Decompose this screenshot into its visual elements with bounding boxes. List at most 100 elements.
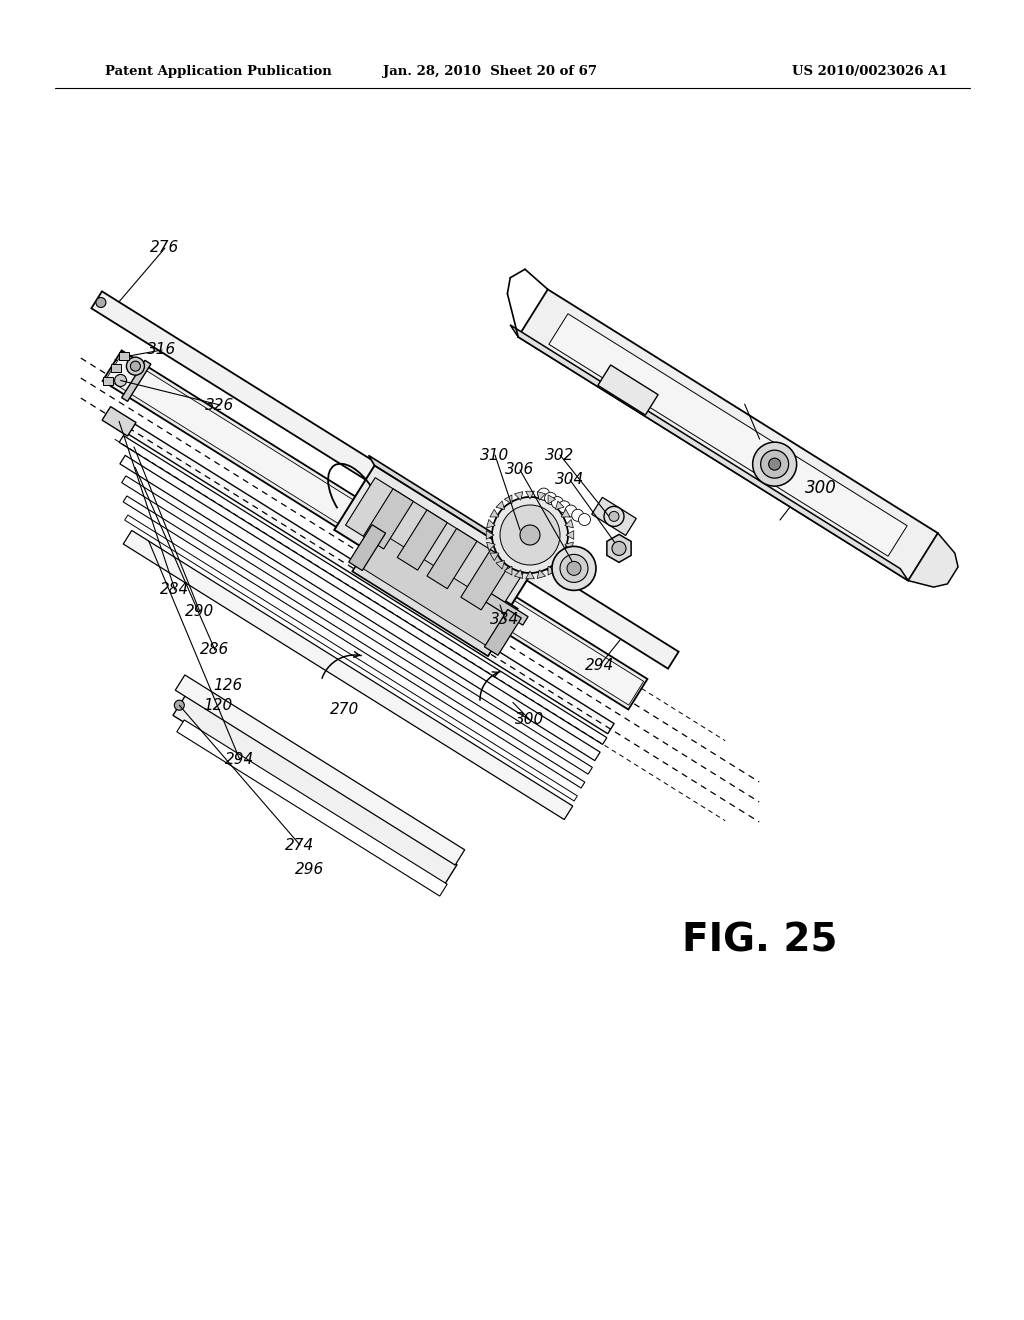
Polygon shape	[548, 495, 556, 504]
Polygon shape	[369, 455, 536, 566]
Polygon shape	[122, 477, 592, 774]
Polygon shape	[496, 561, 505, 569]
Polygon shape	[486, 531, 494, 540]
Polygon shape	[486, 543, 496, 550]
Polygon shape	[525, 491, 535, 499]
Polygon shape	[504, 566, 512, 576]
Text: 300: 300	[805, 479, 837, 498]
Text: 302: 302	[546, 447, 574, 462]
Circle shape	[560, 554, 588, 582]
Polygon shape	[486, 520, 496, 528]
Polygon shape	[472, 585, 528, 626]
Circle shape	[500, 506, 560, 565]
Polygon shape	[489, 510, 499, 517]
Circle shape	[753, 442, 797, 486]
Text: 274: 274	[286, 837, 314, 853]
Text: 270: 270	[331, 702, 359, 718]
Polygon shape	[364, 488, 414, 549]
Polygon shape	[461, 549, 511, 610]
Circle shape	[126, 358, 144, 375]
Polygon shape	[334, 466, 536, 631]
Circle shape	[567, 561, 581, 576]
Polygon shape	[555, 500, 564, 510]
Text: 120: 120	[204, 697, 232, 713]
Text: 290: 290	[185, 605, 215, 619]
Polygon shape	[352, 524, 518, 656]
Text: 286: 286	[201, 643, 229, 657]
Polygon shape	[565, 543, 573, 550]
Polygon shape	[607, 535, 631, 562]
Circle shape	[612, 541, 626, 556]
Polygon shape	[592, 498, 636, 536]
Polygon shape	[125, 515, 578, 801]
Polygon shape	[566, 531, 573, 540]
Text: 284: 284	[161, 582, 189, 598]
Text: US 2010/0023026 A1: US 2010/0023026 A1	[793, 66, 948, 78]
Circle shape	[520, 525, 540, 545]
Polygon shape	[908, 533, 958, 587]
Polygon shape	[548, 566, 556, 576]
Polygon shape	[484, 610, 521, 655]
Text: 326: 326	[206, 397, 234, 412]
Circle shape	[552, 546, 596, 590]
Polygon shape	[173, 696, 457, 884]
Polygon shape	[177, 719, 447, 896]
Polygon shape	[112, 364, 122, 372]
Circle shape	[761, 450, 788, 478]
Polygon shape	[555, 561, 564, 569]
Text: Patent Application Publication: Patent Application Publication	[105, 66, 332, 78]
Circle shape	[115, 375, 127, 387]
Polygon shape	[102, 407, 136, 436]
Polygon shape	[538, 491, 546, 500]
Text: 294: 294	[225, 752, 255, 767]
Polygon shape	[397, 510, 447, 570]
Polygon shape	[427, 528, 477, 589]
Polygon shape	[518, 289, 938, 581]
Text: 310: 310	[480, 447, 510, 462]
Polygon shape	[119, 351, 129, 359]
Polygon shape	[538, 570, 546, 578]
Polygon shape	[345, 478, 524, 618]
Polygon shape	[106, 355, 644, 705]
Polygon shape	[565, 520, 573, 528]
Text: 306: 306	[506, 462, 535, 478]
Circle shape	[130, 362, 140, 371]
Polygon shape	[561, 510, 570, 517]
Circle shape	[609, 511, 618, 521]
Polygon shape	[349, 525, 386, 570]
Polygon shape	[510, 325, 908, 581]
Polygon shape	[525, 572, 535, 578]
Circle shape	[579, 513, 591, 525]
Polygon shape	[489, 553, 499, 561]
Polygon shape	[123, 496, 585, 788]
Circle shape	[769, 458, 780, 470]
Circle shape	[571, 510, 584, 521]
Polygon shape	[102, 351, 647, 710]
Text: 294: 294	[586, 657, 614, 672]
Text: Jan. 28, 2010  Sheet 20 of 67: Jan. 28, 2010 Sheet 20 of 67	[383, 66, 597, 78]
Polygon shape	[116, 416, 614, 734]
Text: 296: 296	[295, 862, 325, 878]
Text: 276: 276	[151, 240, 179, 256]
Polygon shape	[175, 675, 465, 865]
Polygon shape	[123, 531, 572, 820]
Text: FIG. 25: FIG. 25	[682, 921, 838, 960]
Text: 334: 334	[490, 612, 519, 627]
Text: 126: 126	[213, 677, 243, 693]
Polygon shape	[103, 378, 114, 385]
Polygon shape	[120, 455, 600, 760]
Circle shape	[551, 496, 563, 508]
Circle shape	[558, 500, 570, 512]
Polygon shape	[514, 570, 523, 578]
Circle shape	[538, 488, 550, 500]
Circle shape	[174, 700, 184, 710]
Circle shape	[565, 506, 577, 517]
Polygon shape	[504, 495, 512, 504]
Circle shape	[492, 498, 568, 573]
Text: 316: 316	[147, 342, 176, 358]
Polygon shape	[514, 491, 523, 500]
Polygon shape	[122, 360, 151, 401]
Polygon shape	[361, 533, 508, 647]
Circle shape	[604, 507, 624, 527]
Polygon shape	[549, 314, 907, 556]
